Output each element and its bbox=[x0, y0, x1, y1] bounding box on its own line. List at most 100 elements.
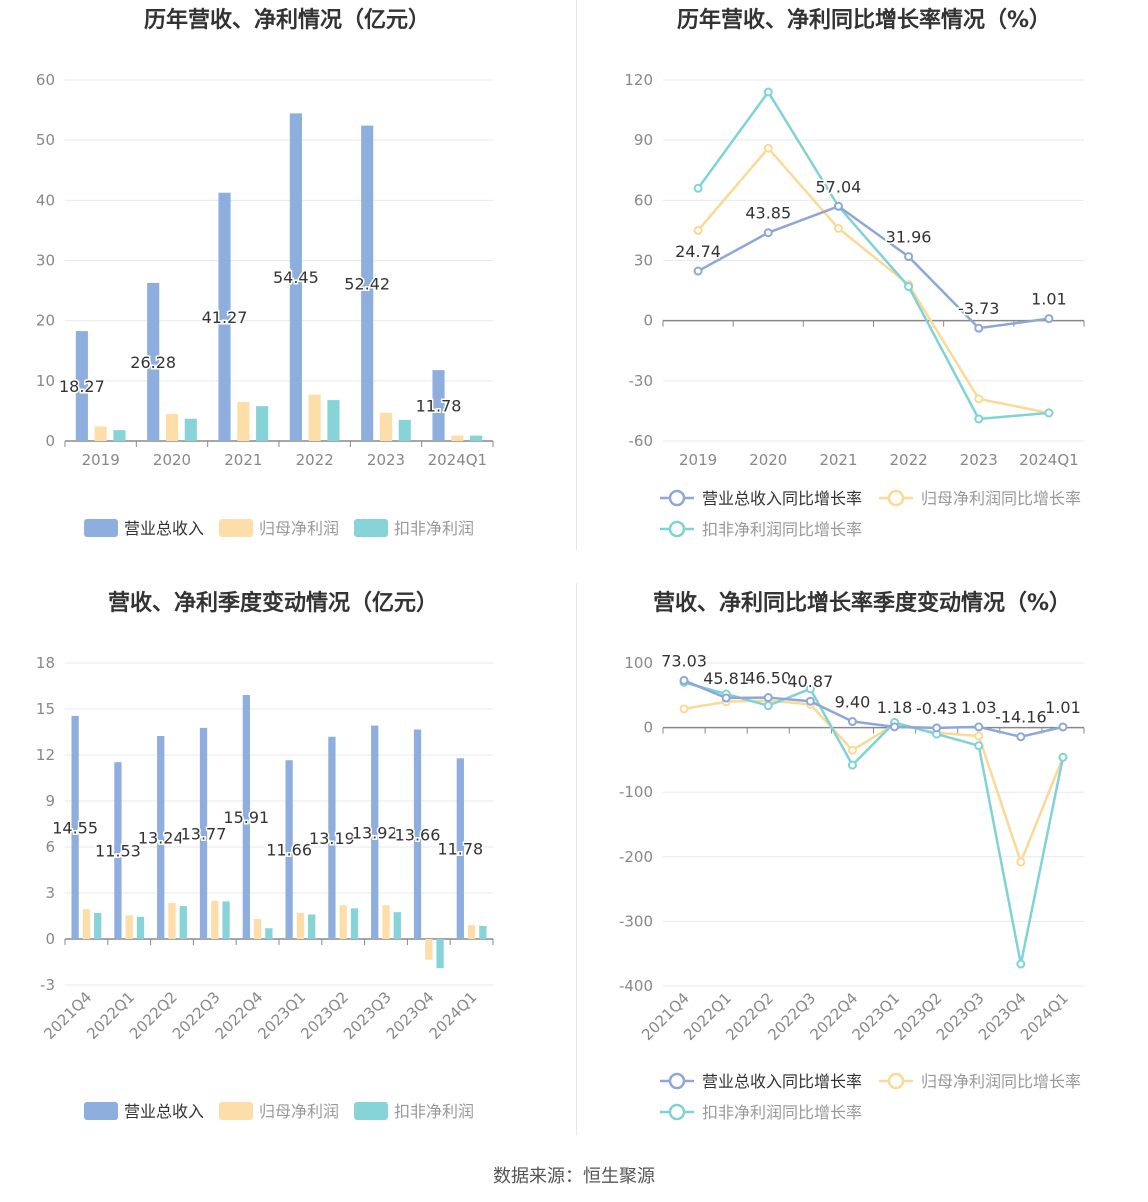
x-tick-label: 2024Q1 bbox=[1019, 451, 1079, 469]
parent-profit-legend-swatch bbox=[219, 1102, 253, 1120]
deducted-profit-bar bbox=[179, 906, 187, 939]
revenue-bar bbox=[242, 695, 250, 939]
parent-profit-bar bbox=[253, 919, 262, 939]
parent-profit-bar bbox=[237, 401, 250, 441]
revenue-growth-value-label: -3.73 bbox=[958, 299, 999, 318]
y-tick-label: 100 bbox=[624, 654, 653, 672]
revenue-growth-value-label: 46.50 bbox=[745, 669, 791, 688]
revenue-value-label: 11.66 bbox=[266, 841, 312, 860]
revenue-bar bbox=[199, 727, 208, 939]
deducted-profit-bar bbox=[398, 419, 411, 441]
parent-profit-bar bbox=[308, 394, 321, 441]
parent-profit-bar bbox=[168, 902, 176, 939]
deducted-profit-growth-point bbox=[974, 414, 984, 424]
revenue-growth-point bbox=[679, 675, 689, 685]
x-tick-label: 2021 bbox=[224, 451, 262, 469]
revenue-growth-value-label: 73.03 bbox=[661, 651, 707, 670]
revenue-bar bbox=[147, 282, 160, 441]
revenue-legend-label: 营业总收入同比增长率 bbox=[702, 489, 862, 508]
y-tick-label: -30 bbox=[629, 372, 654, 390]
annual-growth-chart: 历年营收、净利同比增长率情况（%） -60 -30 0 30 60 90 120 2019 202… bbox=[624, 7, 1085, 539]
revenue-value-label: 13.19 bbox=[309, 829, 355, 848]
revenue-growth-point bbox=[890, 722, 900, 732]
deducted-profit-growth-point bbox=[763, 701, 773, 711]
deducted-profit-legend-swatch bbox=[354, 1102, 388, 1120]
revenue-growth-value-label: 57.04 bbox=[816, 177, 862, 196]
y-tick-label: 15 bbox=[36, 700, 55, 718]
parent-profit-growth-point bbox=[847, 745, 857, 755]
parent-profit-growth-point bbox=[974, 394, 984, 404]
revenue-growth-point bbox=[833, 201, 843, 211]
parent-profit-bar bbox=[379, 412, 393, 441]
revenue-value-label: 41.27 bbox=[202, 308, 248, 327]
revenue-growth-point bbox=[763, 693, 773, 703]
revenue-legend-label: 营业总收入同比增长率 bbox=[702, 1072, 862, 1091]
revenue-growth-line bbox=[683, 679, 1064, 738]
x-tick-label: 2019 bbox=[82, 451, 120, 469]
x-tick-label: 2021 bbox=[819, 451, 857, 469]
deducted-profit-bar bbox=[393, 912, 401, 939]
y-tick-label: 18 bbox=[36, 654, 55, 672]
x-tick-label: 2023 bbox=[960, 451, 998, 469]
deducted-profit-growth-point bbox=[974, 741, 984, 751]
parent-profit-growth-point bbox=[833, 223, 843, 233]
revenue-value-label: 11.78 bbox=[437, 840, 483, 859]
y-tick-label: 60 bbox=[634, 191, 653, 209]
revenue-growth-point bbox=[763, 228, 773, 238]
annual-revenue-profit-panel: 历年营收、净利情况（亿元） 0 10 20 30 40 50 60 2019 2020 2021 20… bbox=[0, 0, 574, 580]
y-tick-label: -60 bbox=[629, 432, 654, 450]
revenue-legend-marker bbox=[668, 1072, 686, 1090]
y-tick-label: 30 bbox=[36, 252, 55, 270]
deducted-profit-bar bbox=[327, 400, 340, 441]
y-tick-label: -100 bbox=[619, 783, 653, 801]
x-tick-label: 2024Q1 bbox=[426, 988, 481, 1043]
revenue-bar bbox=[456, 758, 464, 939]
revenue-growth-value-label: 1.03 bbox=[961, 698, 997, 717]
revenue-growth-value-label: -14.16 bbox=[995, 708, 1047, 727]
deducted-profit-legend-marker bbox=[668, 520, 686, 538]
x-tick-label: 2022 bbox=[296, 451, 334, 469]
revenue-bar bbox=[75, 331, 88, 441]
revenue-growth-value-label: 40.87 bbox=[787, 672, 833, 691]
revenue-value-label: 14.55 bbox=[52, 818, 98, 837]
revenue-bar bbox=[371, 725, 379, 939]
deducted-profit-bar bbox=[350, 908, 359, 939]
revenue-growth-point bbox=[1058, 722, 1068, 732]
revenue-bar bbox=[289, 113, 302, 441]
revenue-legend-marker bbox=[668, 489, 686, 507]
y-tick-label: 0 bbox=[45, 432, 55, 450]
annual-growth-panel: 历年营收、净利同比增长率情况（%） -60 -30 0 30 60 90 120 2019 202… bbox=[574, 0, 1148, 580]
revenue-bar bbox=[157, 735, 165, 939]
parent-profit-bar bbox=[82, 909, 91, 939]
revenue-legend-swatch bbox=[84, 519, 118, 537]
parent-profit-growth-point bbox=[1016, 857, 1026, 867]
revenue-growth-point bbox=[932, 723, 942, 733]
revenue-value-label: 11.53 bbox=[95, 842, 141, 861]
revenue-growth-point bbox=[904, 252, 914, 262]
y-tick-label: 40 bbox=[36, 191, 55, 209]
deducted-profit-legend-label: 扣非净利润同比增长率 bbox=[702, 520, 862, 539]
revenue-bar bbox=[71, 715, 79, 939]
deducted-profit-bar bbox=[222, 901, 230, 939]
revenue-growth-line bbox=[697, 205, 1050, 330]
parent-profit-bar bbox=[382, 905, 390, 939]
deducted-profit-growth-point bbox=[1044, 408, 1054, 418]
deducted-profit-bar bbox=[136, 916, 145, 939]
revenue-growth-point bbox=[805, 696, 815, 706]
y-tick-label: 10 bbox=[36, 372, 55, 390]
revenue-value-label: 26.28 bbox=[130, 353, 176, 372]
parent-profit-bar bbox=[467, 925, 476, 939]
deducted-profit-growth-point bbox=[805, 684, 815, 694]
data-source-note: 数据来源：恒生聚源 bbox=[493, 1166, 655, 1187]
parent-profit-bar bbox=[425, 939, 433, 960]
y-tick-label: 30 bbox=[634, 252, 653, 270]
deducted-profit-bar bbox=[94, 912, 102, 939]
deducted-profit-bar bbox=[256, 406, 269, 441]
chart-title: 营收、净利季度变动情况（亿元） bbox=[108, 590, 438, 616]
parent-profit-legend-label: 归母净利润同比增长率 bbox=[921, 489, 1081, 508]
x-tick-label: 2019 bbox=[679, 451, 717, 469]
deducted-profit-growth-point bbox=[693, 183, 703, 193]
revenue-value-label: 13.66 bbox=[395, 825, 441, 844]
parent-profit-legend-marker bbox=[887, 1072, 905, 1090]
parent-profit-legend-label: 归母净利润 bbox=[259, 519, 339, 538]
